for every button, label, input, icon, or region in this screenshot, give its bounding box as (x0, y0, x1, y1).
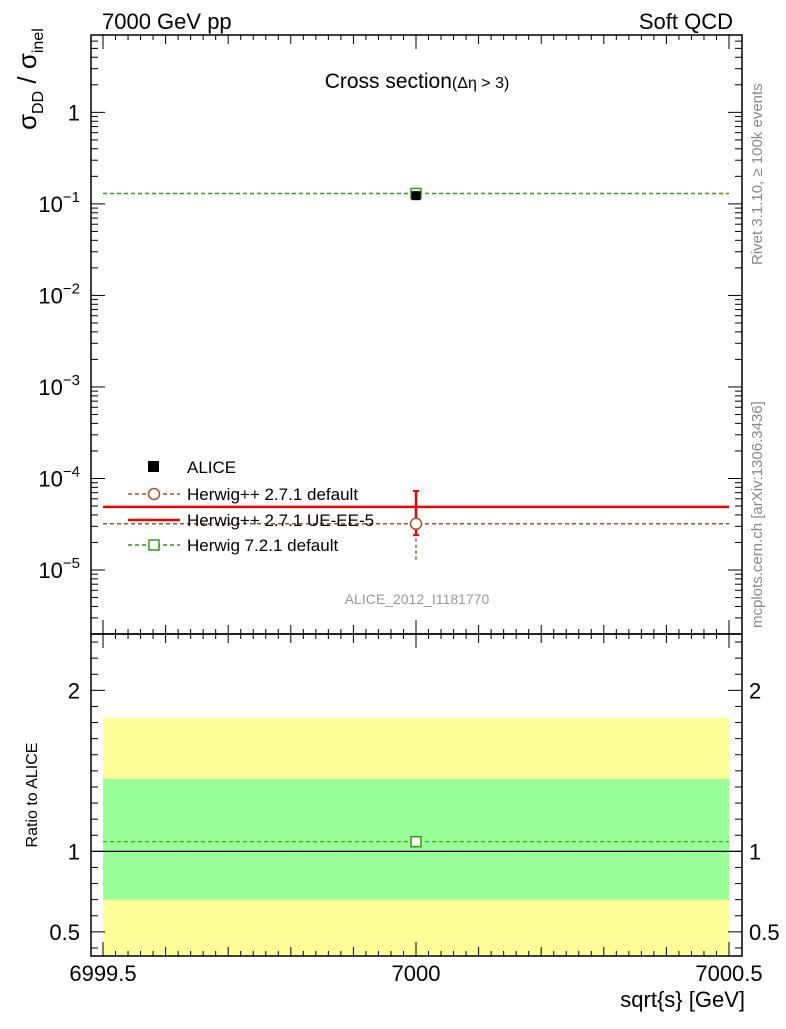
analysis-watermark: ALICE_2012_I1181770 (345, 591, 490, 607)
legend-herwigpp-default-marker (147, 487, 161, 501)
xtick-label-6999.5: 6999.5 (69, 961, 136, 986)
main-panel: Cross section(Δη > 3) σDD / σinel 10−5 1… (12, 28, 743, 635)
legend: ALICE Herwig++ 2.7.1 default Herwig++ 2.… (128, 458, 374, 555)
legend-herwig721-label: Herwig 7.2.1 default (187, 536, 338, 555)
herwigpp-default-marker (409, 517, 423, 531)
mcplots-note: mcplots.cern.ch [arXiv:1306.3436] (749, 401, 766, 628)
legend-herwigpp-default-label: Herwig++ 2.7.1 default (187, 485, 358, 504)
ratio-ylabel: Ratio to ALICE (24, 743, 41, 848)
legend-alice-label: ALICE (187, 458, 236, 477)
plot-title: Cross section(Δη > 3) (325, 70, 510, 93)
header-process-label: Soft QCD (639, 9, 733, 34)
ratio-ytick-label-1: 1 (68, 839, 80, 864)
main-frame (90, 34, 743, 635)
rivet-note: Rivet 3.1.10, ≥ 100k events (749, 83, 766, 265)
ytick-label-1e-5: 10−5 (38, 555, 80, 583)
ratio-ticks (91, 634, 742, 956)
main-ticks (91, 34, 742, 635)
ytick-label-1e-4: 10−4 (38, 463, 80, 491)
ratio-herwig721-marker (410, 835, 422, 848)
alice-data-marker (411, 191, 421, 201)
ratio-ytick-label-2: 2 (68, 678, 80, 703)
ratio-ytick-label-right-2: 2 (749, 678, 761, 703)
ytick-label-1e-1: 10−1 (38, 189, 80, 217)
xtick-label-7000.5: 7000.5 (695, 961, 762, 986)
ratio-ytick-label-right-0.5: 0.5 (749, 920, 780, 945)
ytick-label-1e-3: 10−3 (38, 372, 80, 400)
xaxis-label: sqrt{s} [GeV] (620, 987, 745, 1012)
ratio-ytick-label-0.5: 0.5 (49, 920, 80, 945)
ratio-panel: 0.5 1 2 0.5 1 2 Ratio to ALICE 6999.5 70… (24, 633, 780, 1012)
xtick-label-7000: 7000 (392, 961, 441, 986)
main-ylabel: σDD / σinel (12, 28, 47, 130)
legend-herwig721-marker (148, 539, 160, 551)
ytick-label-1e-2: 10−2 (38, 280, 80, 308)
legend-alice-marker (148, 461, 159, 472)
legend-herwigpp-ueee5-label: Herwig++ 2.7.1 UE-EE-5 (187, 511, 374, 530)
ratio-ytick-label-right-1: 1 (749, 839, 761, 864)
header-energy-label: 7000 GeV pp (102, 9, 232, 34)
ytick-label-1: 1 (68, 100, 80, 125)
